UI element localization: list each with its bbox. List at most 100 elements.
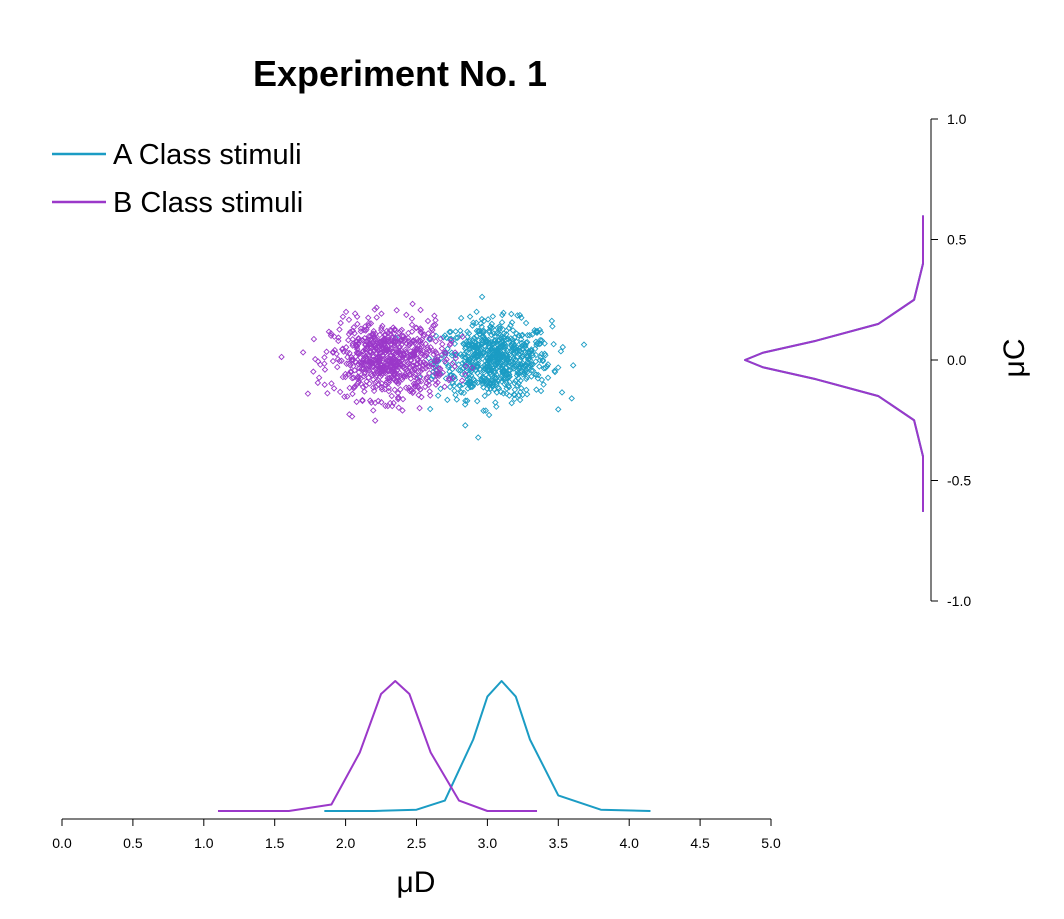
scatter-point-a: [531, 345, 539, 353]
scatter-point-b: [411, 371, 419, 378]
scatter-point-a: [513, 330, 520, 337]
scatter-point-a: [488, 382, 496, 389]
scatter-point-b: [391, 355, 398, 362]
scatter-point-b: [324, 390, 331, 397]
scatter-point-a: [558, 389, 566, 396]
scatter-point-b: [393, 370, 401, 378]
scatter-point-b: [359, 397, 366, 405]
scatter-point-b: [379, 352, 387, 360]
scatter-point-a: [540, 381, 547, 388]
scatter-point-b: [434, 353, 442, 361]
scatter-point-a: [446, 368, 453, 375]
scatter-point-b: [365, 322, 372, 329]
scatter-point-a: [513, 372, 521, 379]
scatter-point-a: [500, 346, 508, 354]
scatter-point-b: [376, 343, 383, 351]
scatter-point-b: [321, 381, 328, 388]
scatter-point-b: [451, 349, 459, 356]
scatter-point-a: [490, 350, 498, 358]
scatter-point-b: [390, 330, 398, 337]
scatter-point-b: [413, 324, 420, 332]
scatter-point-b: [344, 353, 351, 361]
scatter-point-a: [499, 326, 507, 333]
scatter-point-b: [397, 386, 404, 393]
scatter-point-b: [393, 307, 400, 314]
scatter-point-a: [465, 357, 472, 365]
scatter-point-b: [336, 357, 343, 365]
scatter-point-b: [310, 335, 318, 343]
scatter-point-b: [372, 365, 379, 372]
scatter-point-a: [447, 328, 454, 336]
scatter-point-a: [503, 372, 511, 379]
scatter-point-a: [475, 341, 482, 349]
scatter-point-a: [504, 370, 512, 377]
scatter-point-a: [459, 381, 467, 388]
scatter-point-a: [485, 327, 493, 334]
scatter-point-b: [417, 367, 425, 375]
scatter-point-a: [543, 363, 551, 370]
scatter-point-b: [347, 362, 354, 369]
scatter-point-b: [378, 384, 385, 391]
scatter-point-a: [529, 367, 537, 375]
scatter-point-a: [580, 341, 588, 348]
scatter-point-b: [421, 352, 429, 360]
scatter-point-b: [349, 327, 357, 335]
scatter-point-a: [524, 349, 532, 356]
scatter-point-b: [429, 364, 437, 372]
scatter-point-b: [423, 374, 431, 381]
scatter-point-a: [500, 334, 507, 342]
scatter-point-b: [367, 320, 375, 327]
scatter-point-b: [391, 326, 398, 334]
scatter-point-b: [449, 360, 456, 368]
scatter-point-b: [342, 308, 350, 316]
scatter-point-b: [352, 358, 359, 366]
scatter-point-b: [414, 357, 421, 364]
scatter-point-b: [388, 362, 396, 369]
scatter-point-a: [464, 333, 471, 340]
scatter-point-b: [341, 393, 348, 400]
scatter-point-a: [517, 377, 524, 384]
scatter-point-a: [484, 355, 491, 363]
x-tick-label: 2.0: [336, 835, 356, 851]
scatter-point-a: [497, 358, 504, 366]
scatter-point-b: [399, 356, 406, 364]
scatter-point-a: [539, 356, 547, 364]
scatter-point-b: [399, 407, 406, 414]
scatter-point-b: [380, 363, 387, 370]
scatter-point-b: [371, 306, 378, 313]
scatter-point-b: [314, 379, 322, 387]
scatter-point-b: [376, 373, 384, 381]
scatter-point-a: [441, 332, 449, 339]
scatter-point-b: [386, 352, 394, 360]
scatter-point-a: [476, 330, 483, 338]
scatter-point-a: [523, 373, 531, 381]
scatter-point-b: [334, 363, 341, 371]
scatter-point-a: [501, 340, 508, 348]
scatter-point-b: [388, 374, 395, 381]
scatter-point-a: [516, 347, 524, 354]
scatter-point-a: [534, 371, 542, 379]
scatter-point-a: [463, 338, 470, 345]
scatter-point-a: [508, 310, 515, 318]
scatter-point-a: [451, 387, 458, 395]
scatter-point-b: [443, 356, 450, 363]
scatter-point-b: [425, 381, 433, 389]
scatter-point-b: [378, 326, 385, 334]
scatter-point-b: [441, 349, 448, 356]
scatter-point-a: [497, 388, 505, 396]
scatter-point-b: [417, 325, 424, 332]
scatter-point-a: [509, 327, 517, 334]
scatter-point-b: [395, 404, 402, 411]
scatter-point-b: [369, 357, 377, 364]
scatter-point-a: [536, 363, 543, 370]
chart-title: Experiment No. 1: [253, 53, 547, 94]
scatter-point-b: [434, 379, 441, 386]
density-y-a: [744, 215, 924, 512]
scatter-point-b: [438, 345, 446, 352]
scatter-point-a: [528, 373, 535, 380]
scatter-point-b: [321, 354, 328, 361]
scatter-point-a: [484, 361, 491, 368]
scatter-points: [278, 293, 588, 441]
